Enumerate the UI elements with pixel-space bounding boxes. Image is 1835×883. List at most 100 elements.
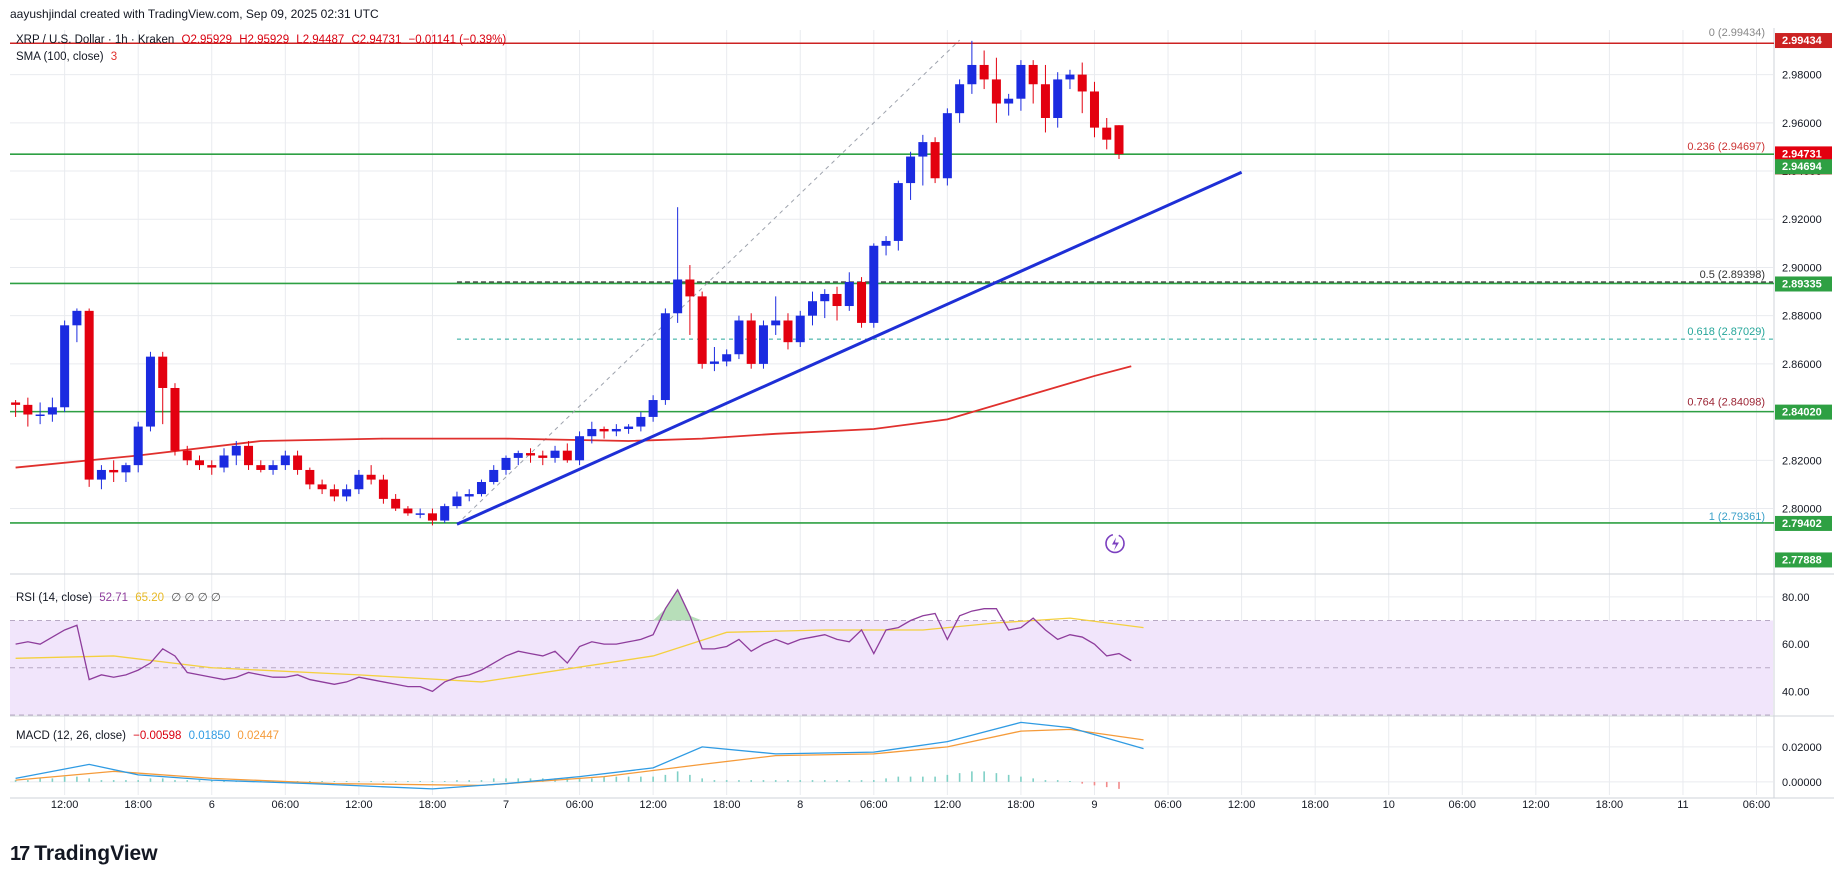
candle bbox=[96, 465, 106, 490]
macd-hist-bar bbox=[63, 776, 66, 782]
candle bbox=[256, 460, 266, 473]
trading-chart[interactable]: 0 (2.99434) 0.236 (2.94697) 0.5 (2.89398) 0… bbox=[0, 0, 1835, 840]
candle-body bbox=[575, 436, 585, 461]
macd-hist-bar bbox=[750, 780, 752, 782]
candle-body bbox=[1016, 64, 1026, 99]
candle-body bbox=[133, 426, 143, 466]
candle-body bbox=[991, 79, 1001, 104]
candles bbox=[11, 40, 1124, 526]
macd-hist-bar bbox=[468, 780, 471, 782]
candle bbox=[906, 151, 916, 200]
macd-hist-bar bbox=[922, 776, 924, 782]
candle-body bbox=[1114, 125, 1124, 155]
price-tag-text: 2.94694 bbox=[1782, 161, 1823, 173]
candle-body bbox=[1040, 84, 1050, 118]
price-tag: 2.77888 bbox=[1775, 552, 1832, 568]
candle-body bbox=[195, 460, 204, 466]
candle bbox=[1004, 93, 1014, 116]
candle bbox=[783, 313, 793, 350]
candle-body bbox=[967, 64, 977, 85]
candle bbox=[1028, 60, 1038, 104]
candle bbox=[231, 441, 241, 466]
low-value: L2.94487 bbox=[296, 34, 345, 46]
price-tag: 2.79402 bbox=[1775, 515, 1832, 531]
time-tick-label: 8 bbox=[797, 799, 803, 811]
macd-hist-bar bbox=[713, 780, 716, 782]
macd-hist-bar bbox=[983, 771, 985, 782]
candle bbox=[991, 57, 1001, 123]
macd-hist-bar bbox=[1081, 781, 1084, 784]
macd-hist-bar bbox=[492, 778, 495, 782]
macd-hist-bar bbox=[186, 780, 189, 782]
candle-body bbox=[403, 508, 413, 514]
macd-hist-bar bbox=[615, 776, 618, 782]
macd-hist-bar bbox=[1056, 780, 1059, 782]
candle-body bbox=[354, 474, 364, 490]
macd-hist-bar bbox=[1020, 776, 1022, 782]
sma-label: SMA (100, close) bbox=[16, 51, 104, 63]
candle-body bbox=[366, 474, 376, 480]
close-value: C2.94731 bbox=[351, 34, 402, 46]
candle-body bbox=[857, 281, 867, 323]
candle-body bbox=[280, 455, 290, 466]
candle-body bbox=[550, 450, 560, 458]
bolt-icon bbox=[1112, 537, 1119, 551]
price-tag-bg bbox=[1775, 33, 1832, 49]
tradingview-logo[interactable]: 17 TradingView bbox=[10, 842, 158, 866]
candle-body bbox=[415, 513, 425, 515]
macd-hist-bar bbox=[799, 780, 802, 782]
candle-body bbox=[158, 356, 168, 388]
candle bbox=[1040, 64, 1050, 133]
candle-body bbox=[1028, 64, 1038, 85]
candle bbox=[1089, 81, 1099, 138]
macd-hist-bar bbox=[934, 776, 936, 782]
candle-body bbox=[452, 496, 462, 507]
candle-body bbox=[930, 142, 940, 179]
candle bbox=[440, 503, 450, 523]
candle bbox=[182, 445, 192, 466]
candle bbox=[587, 421, 597, 444]
macd-hist-bar bbox=[321, 781, 323, 782]
price-tag-text: 2.77888 bbox=[1782, 554, 1822, 566]
price-tick-label: 2.82000 bbox=[1782, 455, 1822, 467]
macd-hist-bar bbox=[1032, 778, 1034, 782]
macd-hist-bar bbox=[971, 771, 973, 782]
candle bbox=[734, 315, 744, 360]
candle bbox=[60, 320, 70, 413]
candle-body bbox=[955, 84, 965, 114]
candle bbox=[452, 491, 462, 509]
candle-body bbox=[35, 414, 45, 417]
candle-body bbox=[219, 455, 229, 468]
candle bbox=[72, 308, 82, 343]
candle bbox=[832, 286, 842, 321]
candle bbox=[795, 310, 805, 348]
candle-body bbox=[1053, 79, 1063, 118]
time-tick-label: 12:00 bbox=[639, 799, 667, 811]
macd-hist-bar bbox=[125, 780, 127, 782]
candle bbox=[476, 479, 486, 497]
candle bbox=[109, 460, 119, 483]
candle bbox=[133, 421, 143, 473]
candle bbox=[636, 412, 646, 432]
candle-body bbox=[1077, 74, 1087, 92]
candle bbox=[857, 277, 867, 328]
fib-label: 1 (2.79361) bbox=[1709, 511, 1765, 523]
candle bbox=[170, 383, 180, 456]
candle bbox=[660, 308, 670, 405]
macd-signal-line bbox=[15, 728, 1144, 787]
candle bbox=[758, 320, 768, 369]
candle bbox=[207, 460, 217, 475]
candle-body bbox=[869, 245, 879, 323]
candle-body bbox=[611, 428, 621, 432]
time-tick-label: 06:00 bbox=[566, 799, 594, 811]
fib-label: 0.5 (2.89398) bbox=[1700, 269, 1765, 281]
trendline bbox=[456, 170, 1243, 526]
candle bbox=[979, 50, 989, 90]
price-tag: 2.99434 bbox=[1775, 33, 1832, 49]
macd-hist-bar bbox=[873, 780, 875, 782]
time-tick-label: 6 bbox=[209, 799, 215, 811]
candle bbox=[562, 443, 572, 463]
macd-hist-bar bbox=[345, 781, 348, 782]
candle bbox=[366, 465, 376, 485]
candle bbox=[918, 134, 928, 186]
